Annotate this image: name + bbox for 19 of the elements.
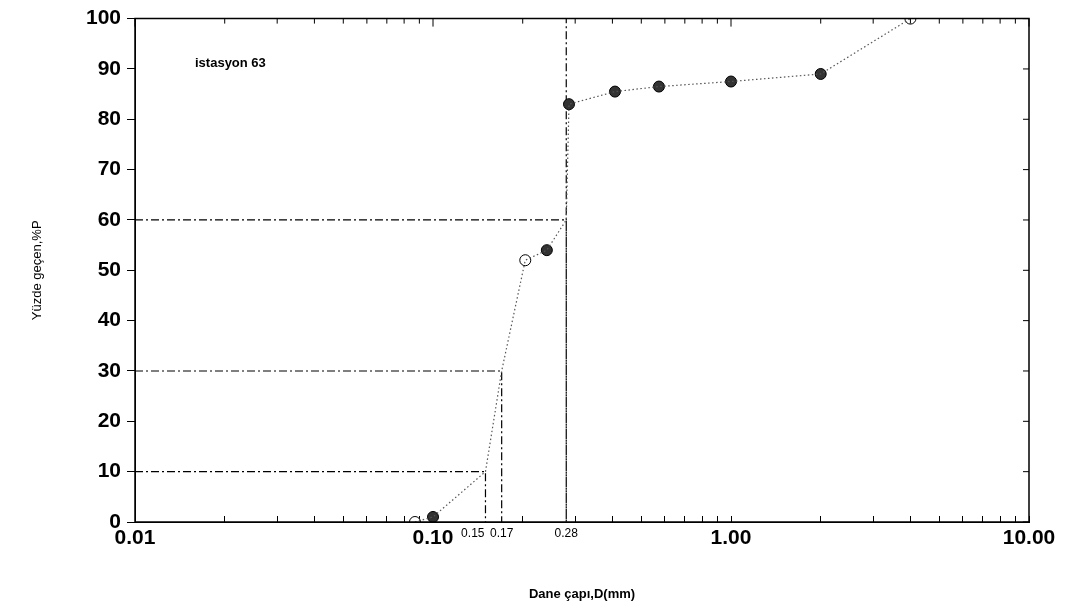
annotation: 0.28 bbox=[554, 526, 579, 541]
x-tick-label: 1.00 bbox=[710, 525, 752, 549]
y-tick-label: 40 bbox=[97, 307, 121, 331]
x-tick-label: 0.10 bbox=[412, 525, 454, 549]
y-tick-label: 10 bbox=[97, 458, 121, 482]
y-tick-label: 70 bbox=[97, 156, 121, 180]
annotation: istasyon 63 bbox=[195, 55, 266, 71]
y-tick-label: 50 bbox=[97, 257, 121, 281]
annotation: 0.17 bbox=[490, 526, 514, 541]
y-tick-label: 30 bbox=[97, 357, 121, 381]
y-tick-label: 60 bbox=[97, 206, 121, 230]
y-tick-label: 80 bbox=[97, 106, 121, 130]
y-tick-label: 20 bbox=[97, 408, 121, 432]
y-axis-title: Yüzde geçen,%P bbox=[29, 220, 45, 321]
y-tick-label: 90 bbox=[97, 55, 121, 79]
x-tick-label: 10.00 bbox=[1002, 525, 1056, 549]
y-tick-label: 100 bbox=[85, 5, 121, 29]
annotation: 0.15 bbox=[461, 526, 485, 541]
x-axis-title: Dane çapı,D(mm) bbox=[528, 585, 636, 601]
